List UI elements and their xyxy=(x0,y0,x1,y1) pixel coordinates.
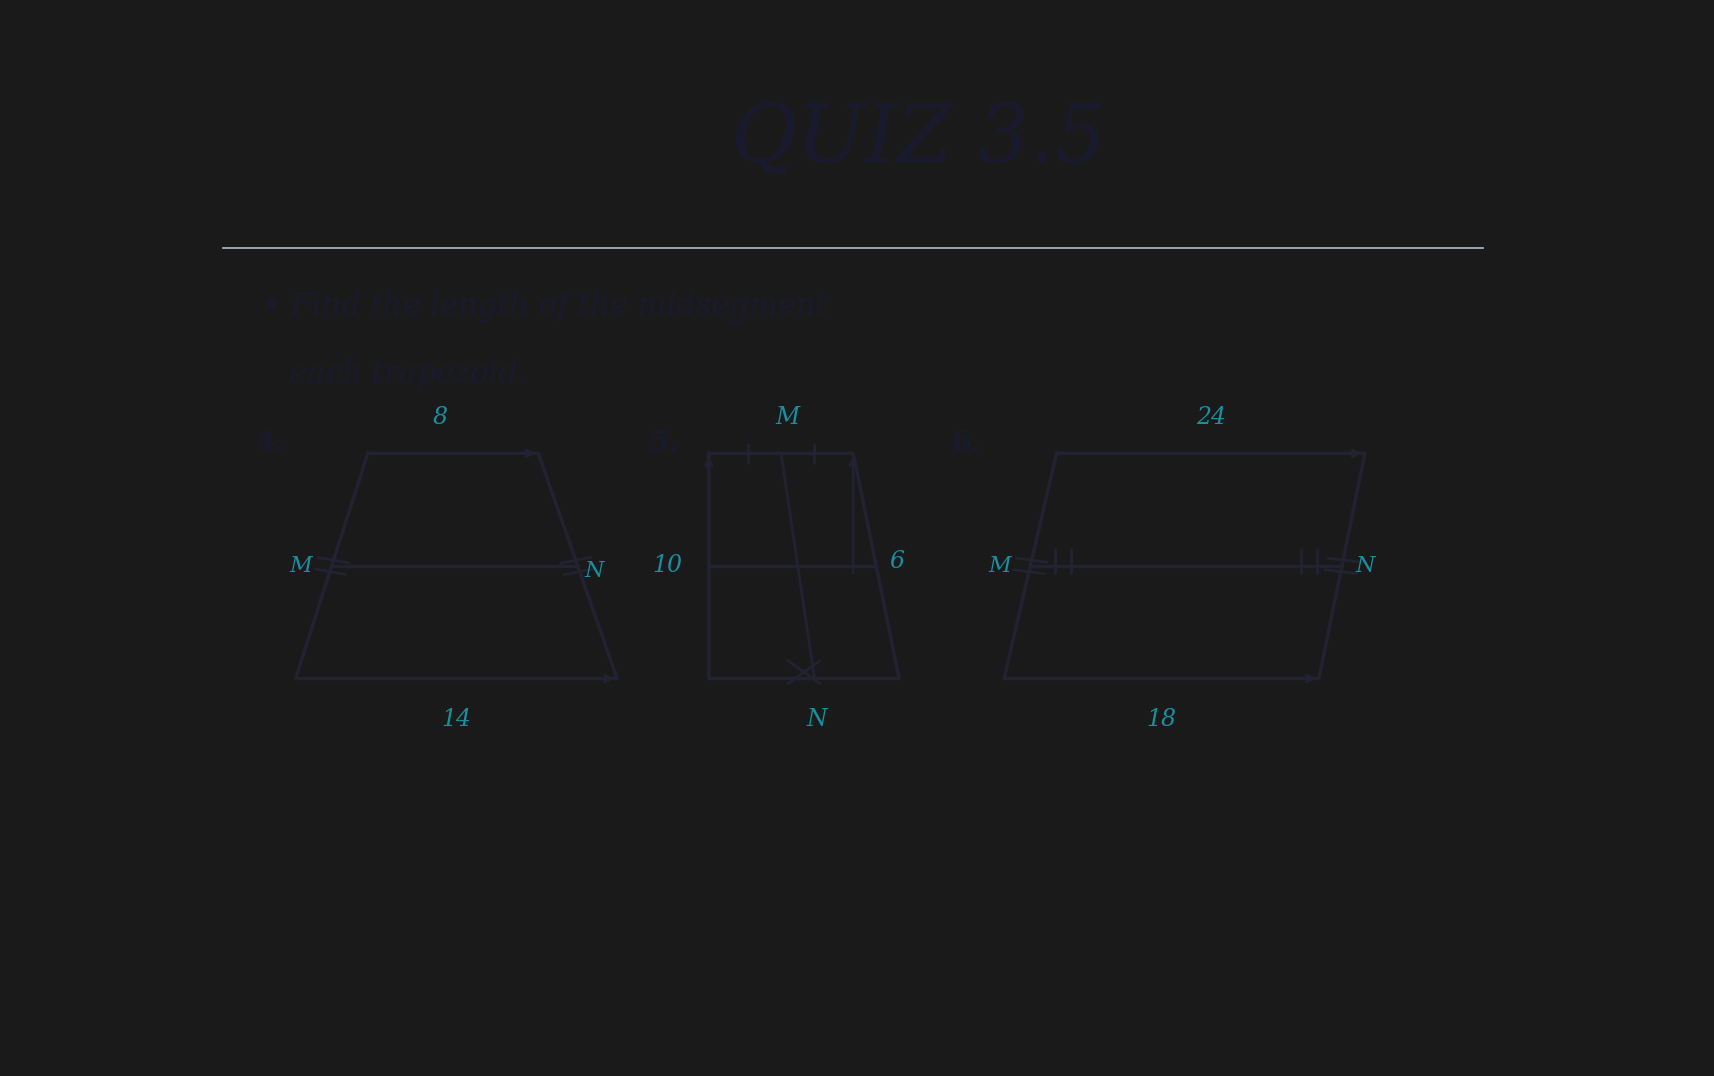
Text: each trapezoid.: each trapezoid. xyxy=(290,359,528,391)
Text: 8: 8 xyxy=(432,406,447,429)
Text: 5.: 5. xyxy=(650,430,679,457)
Text: 10: 10 xyxy=(653,554,682,578)
Text: • Find the length of the midsegment: • Find the length of the midsegment xyxy=(262,291,826,322)
Text: 6.: 6. xyxy=(951,430,980,457)
Text: N: N xyxy=(1354,555,1373,577)
Text: M: M xyxy=(290,555,312,577)
Text: M: M xyxy=(987,555,1010,577)
Text: 6: 6 xyxy=(890,550,903,572)
Text: QUIZ 3.5: QUIZ 3.5 xyxy=(730,101,1106,179)
Text: 24: 24 xyxy=(1195,406,1226,429)
Text: M: M xyxy=(775,406,799,429)
Text: 4.: 4. xyxy=(255,430,285,457)
Text: 14: 14 xyxy=(440,708,471,731)
Text: N: N xyxy=(806,708,826,731)
Text: N: N xyxy=(584,560,603,582)
Text: 18: 18 xyxy=(1147,708,1176,731)
